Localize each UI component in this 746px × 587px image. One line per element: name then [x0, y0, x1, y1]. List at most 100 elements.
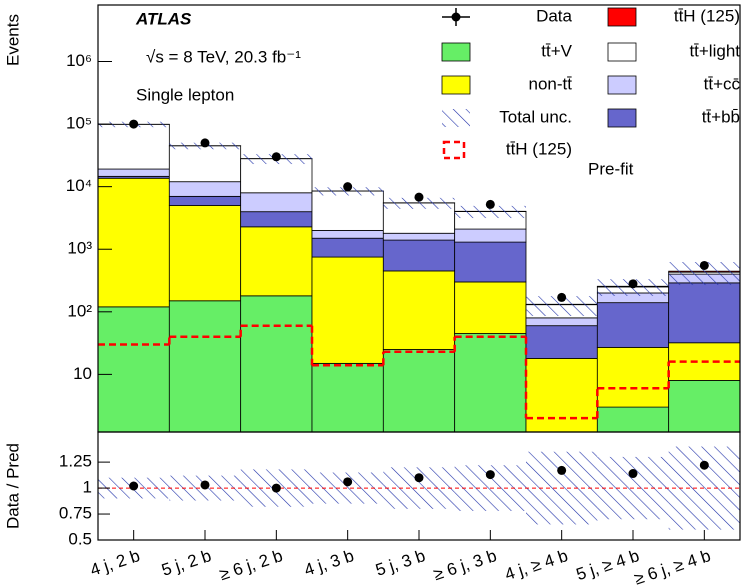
ratio-y-tick-label: 0.75 — [59, 504, 92, 523]
data-point — [271, 152, 281, 162]
energy-label: √s = 8 TeV, 20.3 fb⁻¹ — [146, 47, 301, 66]
legend-swatch — [607, 42, 637, 62]
ratio-y-tick-label: 0.5 — [68, 529, 92, 548]
x-tick-label: ≥ 6 j, ≥ 4 b — [632, 546, 713, 587]
legend-label: Total unc. — [499, 107, 572, 126]
legend-label: tt̄+light — [689, 41, 740, 60]
stack-segment — [668, 282, 740, 344]
stack-segment — [382, 270, 456, 350]
stack-segment — [382, 239, 456, 272]
legend-label: non-tt̄ — [529, 74, 573, 93]
stack-segment — [168, 195, 242, 206]
stack-segment — [311, 237, 384, 258]
stack-segment — [311, 256, 384, 364]
stack-segment — [525, 325, 598, 359]
y-tick-label: 10⁴ — [66, 176, 92, 195]
ratio-point — [414, 473, 424, 483]
stack-segment — [596, 346, 670, 408]
uncertainty-band — [668, 262, 740, 286]
stack-segment — [382, 232, 456, 241]
stack-segment — [98, 123, 170, 170]
stack-segment — [668, 380, 740, 432]
legend-swatch — [607, 108, 637, 128]
stack-segment — [525, 317, 598, 327]
x-tick-label: 5 j, ≥ 4 b — [574, 546, 642, 584]
x-tick-label: 4 j, ≥ 4 b — [503, 546, 571, 584]
legend-swatch — [441, 42, 471, 62]
stack-segment — [98, 168, 170, 177]
ratio-point — [628, 469, 638, 479]
uncertainty-band — [312, 187, 384, 196]
x-tick-label: 4 j, 3 b — [302, 546, 356, 580]
y-tick-label: 10⁶ — [66, 51, 92, 70]
stack-segment — [240, 295, 313, 432]
stage-label: Pre-fit — [588, 159, 634, 178]
uncertainty-band — [526, 296, 598, 316]
stack-segment — [168, 205, 242, 302]
legend-marker — [451, 12, 461, 22]
ratio-point — [129, 481, 139, 491]
x-tick-label: ≥ 6 j, 2 b — [217, 546, 285, 584]
ratio-point — [271, 483, 281, 493]
legend-swatch — [441, 75, 471, 95]
data-point — [557, 292, 567, 302]
y-tick-label: 10² — [67, 301, 92, 320]
stack-segment — [596, 302, 670, 348]
data-point — [129, 119, 139, 129]
stack-segment — [382, 349, 456, 432]
legend-label: tt̄+bb̄ — [702, 107, 740, 126]
ratio-y-axis-label: Data / Pred — [3, 443, 22, 529]
stack-segment — [311, 362, 384, 432]
uncertainty-band — [383, 197, 455, 209]
data-point — [200, 138, 210, 148]
channel-label: Single lepton — [136, 85, 234, 104]
stack-segment — [596, 406, 670, 432]
ratio-point — [699, 460, 709, 470]
data-point — [699, 260, 709, 270]
ratio-point — [485, 470, 495, 480]
x-tick-label: 4 j, 2 b — [88, 546, 142, 580]
stack-segment — [454, 241, 527, 283]
stack-segment — [240, 158, 313, 194]
data-point — [628, 279, 638, 289]
y-tick-label: 10⁵ — [66, 114, 92, 133]
y-tick-label: 10 — [73, 364, 92, 383]
legend-label: tt̄H (125) — [674, 6, 740, 25]
ratio-y-tick-label: 1 — [83, 478, 92, 497]
y-axis-label: Events — [3, 14, 22, 66]
legend-label: tt̄H (125) — [506, 139, 572, 158]
stack-segment — [168, 300, 242, 432]
stack-segment — [240, 226, 313, 297]
legend-swatch — [442, 140, 466, 160]
x-tick-label: ≥ 6 j, 3 b — [431, 546, 499, 584]
data-point — [343, 182, 353, 192]
stack-segment — [454, 281, 527, 334]
x-tick-label: 5 j, 3 b — [373, 546, 427, 580]
stack-segment — [98, 177, 170, 308]
legend-label: tt̄+cc̄ — [704, 74, 741, 93]
y-tick-label: 10³ — [67, 239, 92, 258]
stack-segment — [240, 211, 313, 228]
stack-segment — [240, 192, 313, 213]
stack-segment — [168, 181, 242, 197]
ratio-point — [200, 480, 210, 490]
stack-segment — [454, 333, 527, 432]
data-point — [414, 192, 424, 202]
ratio-point — [343, 477, 353, 487]
legend-swatch — [607, 7, 637, 27]
legend-swatch — [607, 75, 637, 95]
stack-segment — [311, 229, 384, 239]
legend-label: Data — [536, 6, 572, 25]
ratio-point — [557, 465, 567, 475]
experiment-label: ATLAS — [135, 9, 192, 28]
stack-segment — [454, 228, 527, 243]
uncertainty-band — [454, 205, 526, 219]
stack-segment — [168, 145, 242, 183]
stack-segment — [525, 358, 598, 432]
ratio-y-tick-label: 1.25 — [59, 452, 92, 471]
legend-label: tt̄+V — [541, 41, 572, 60]
legend-swatch — [442, 109, 470, 127]
stack-segment — [98, 306, 170, 432]
x-tick-label: 5 j, 2 b — [159, 546, 213, 580]
